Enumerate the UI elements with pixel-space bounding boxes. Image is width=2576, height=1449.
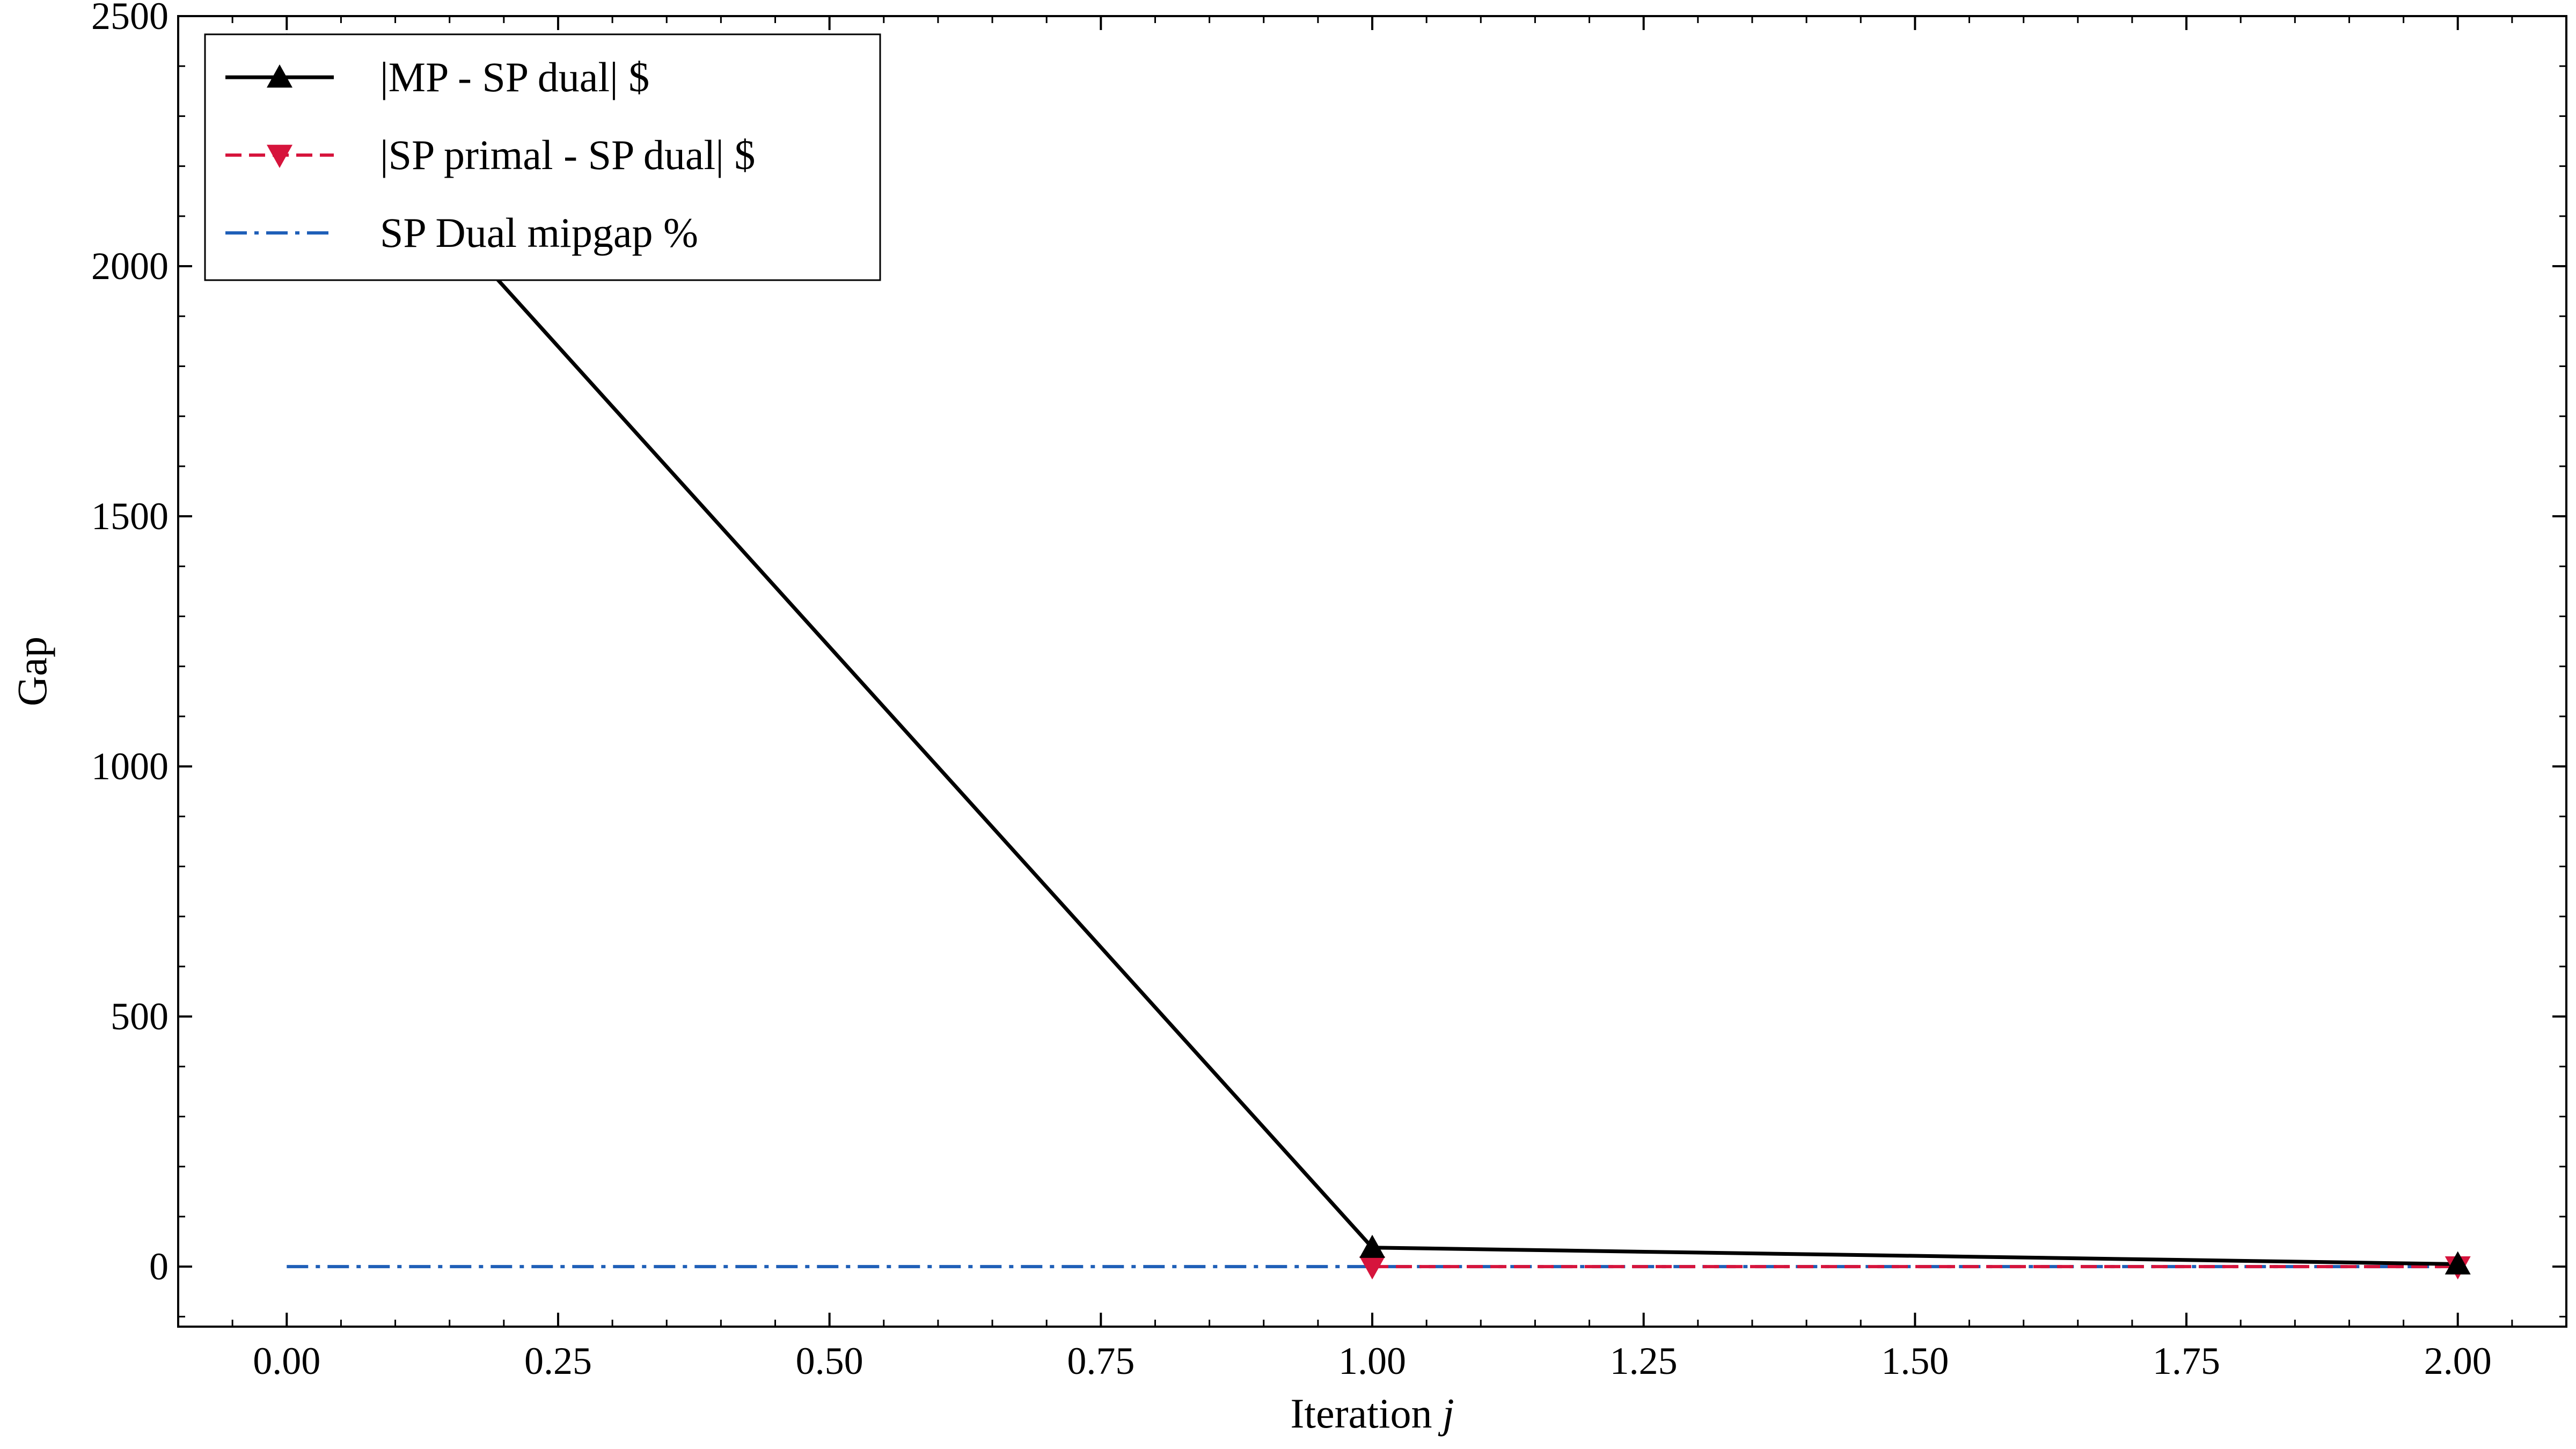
y-tick-label: 2000 [91,245,169,288]
legend-entry-0: |MP - SP dual| $ [380,54,649,100]
series-1-point [1359,1256,1385,1280]
series-0-point [1359,1234,1385,1258]
x-tick-label: 1.00 [1338,1340,1406,1382]
x-tick-label: 1.50 [1881,1340,1949,1382]
y-tick-label: 2500 [91,0,169,38]
x-tick-label: 0.00 [253,1340,320,1382]
y-tick-label: 1000 [91,745,169,788]
legend-frame [204,33,881,281]
x-tick-label: 0.25 [524,1340,592,1382]
legend: |MP - SP dual| $ |SP primal - SP dual| $ S… [204,33,881,281]
x-tick-label: 0.50 [796,1340,863,1382]
series-0-point [2445,1251,2471,1275]
x-tick-label: 1.25 [1610,1340,1678,1382]
x-tick-label: 0.75 [1067,1340,1135,1382]
y-tick-label: 500 [111,995,169,1038]
x-axis-label: Iteration j [1290,1390,1454,1437]
legend-marker-1 [267,144,292,168]
y-tick-label: 0 [149,1245,169,1288]
plot-frame [177,15,2567,1328]
tick-labels: 0.00 0.25 0.50 0.75 1.00 1.25 1.50 1.75 2.00 0 500… [91,0,2492,1382]
x-tick-label: 1.75 [2153,1340,2220,1382]
y-axis-label: Gap [9,636,55,706]
legend-entry-1: |SP primal - SP dual| $ [380,131,755,178]
plot-markers [274,33,2471,1280]
y-tick-label: 1500 [91,495,169,538]
legend-marker-0 [267,64,292,88]
x-tick-label: 2.00 [2424,1340,2492,1382]
legend-entry-2: SP Dual mipgap % [380,209,698,256]
